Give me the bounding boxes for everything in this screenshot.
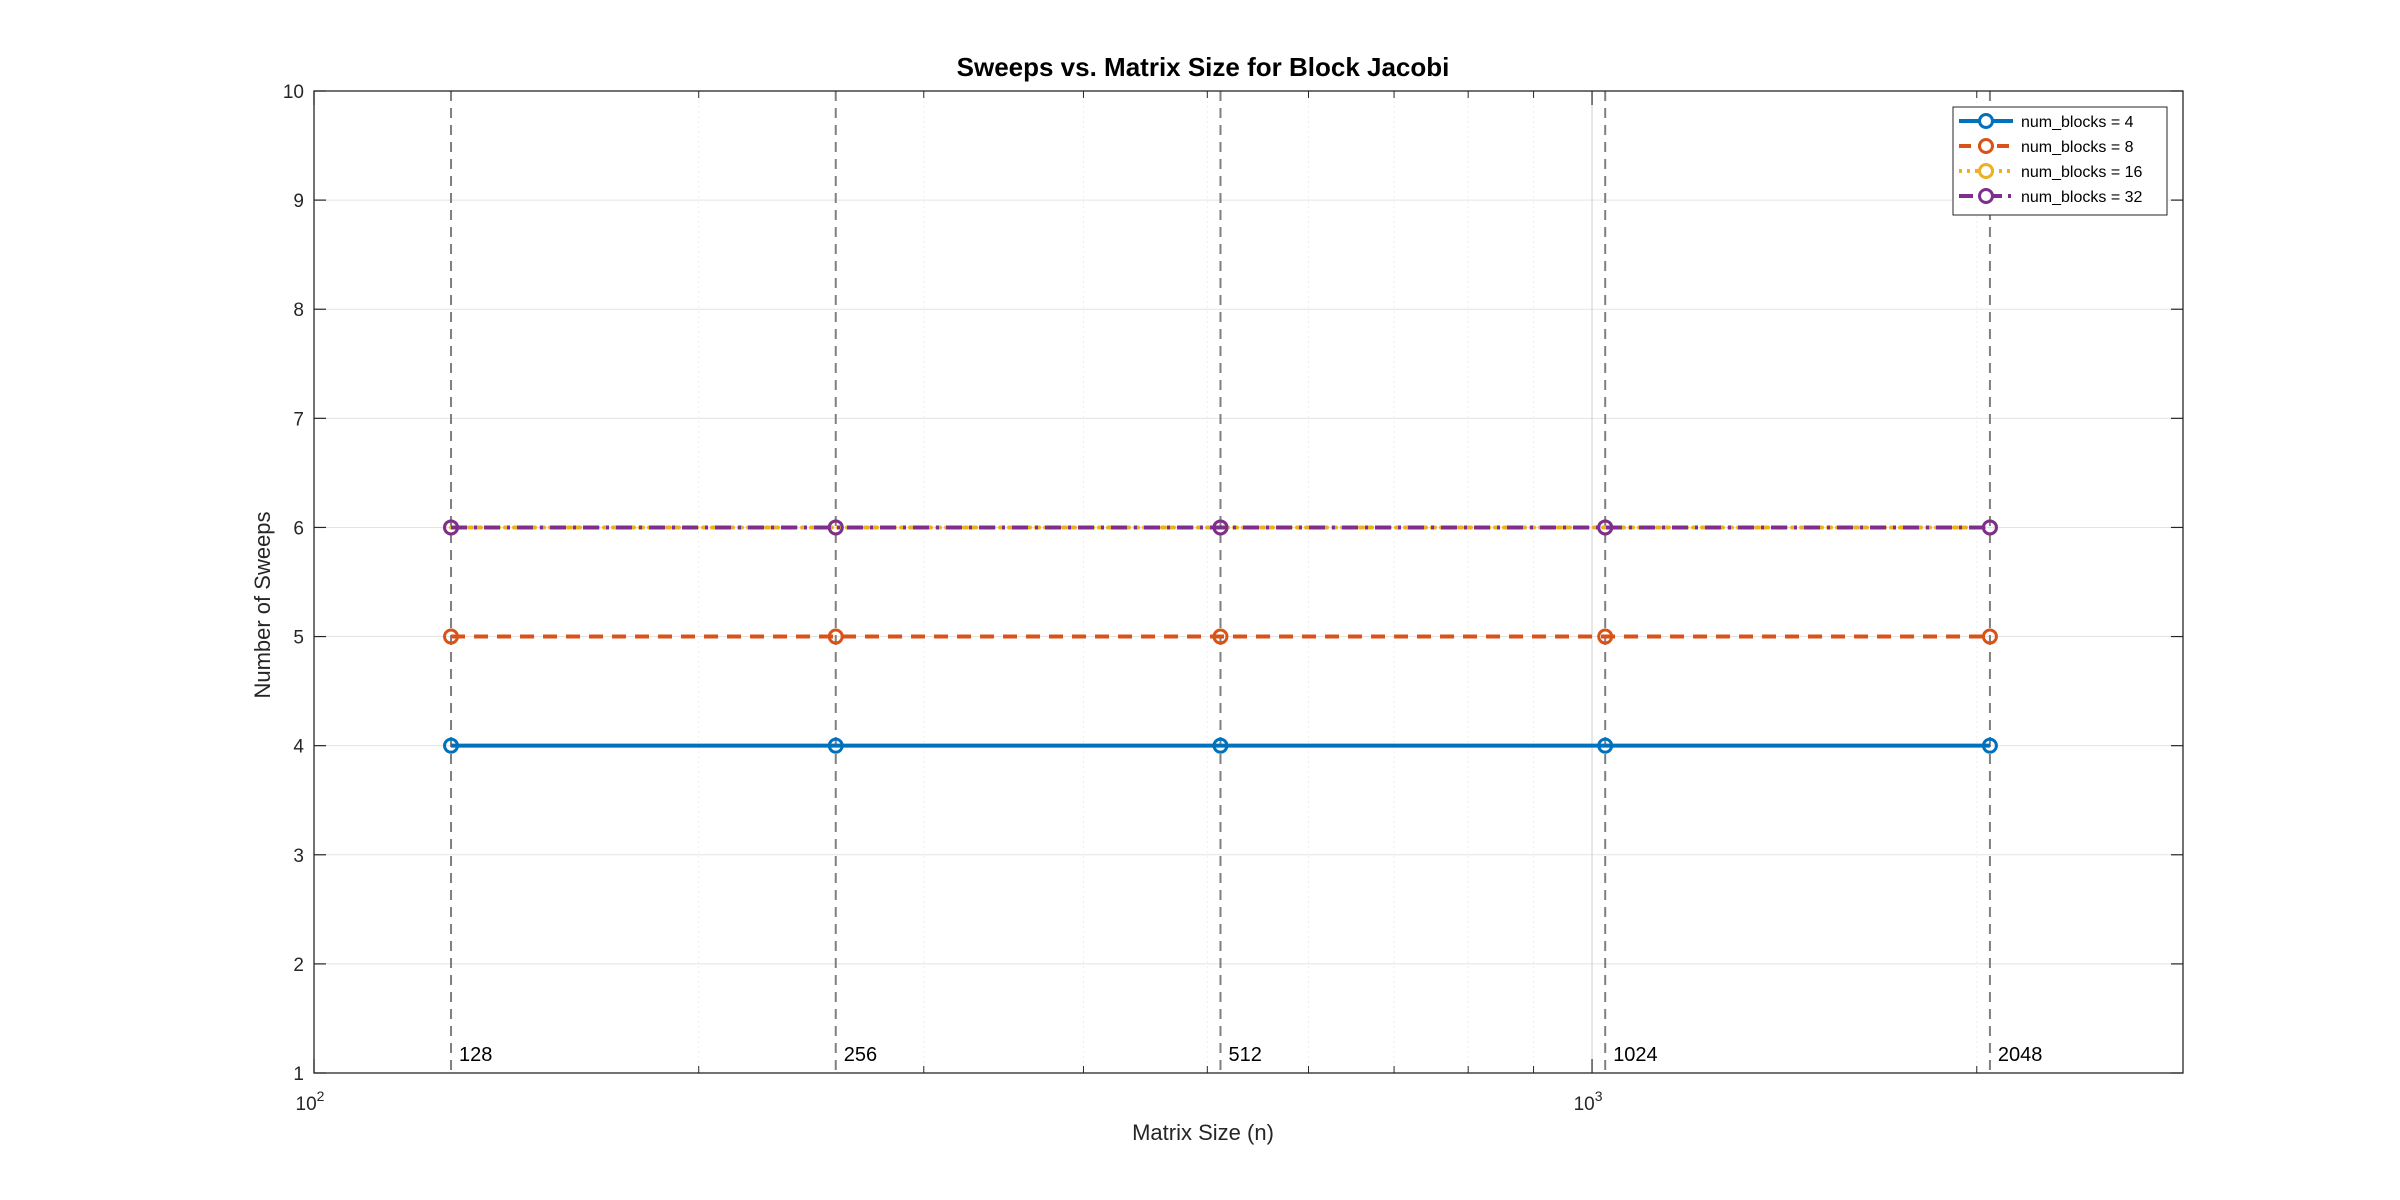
annotation-label-1024: 1024 <box>1613 1044 1658 1066</box>
y-tick-label: 8 <box>293 300 304 321</box>
data-point <box>1212 628 1229 645</box>
annotation-label-512: 512 <box>1228 1044 1261 1066</box>
y-axis-label: Number of Sweeps <box>250 511 275 698</box>
chart-title: Sweeps vs. Matrix Size for Block Jacobi <box>957 52 1450 82</box>
y-tick-label: 10 <box>283 82 304 103</box>
series-2 <box>443 628 1998 645</box>
y-tick-label: 5 <box>293 628 304 649</box>
x-tick-label: 102 <box>296 1088 325 1115</box>
y-tick-label: 1 <box>293 1064 304 1085</box>
data-point <box>1212 737 1229 754</box>
data-point <box>443 737 460 754</box>
data-point <box>443 628 460 645</box>
legend-marker-4 <box>1978 188 1994 204</box>
vertical-reference-lines: 128 256 512 1024 2048 <box>450 91 2043 1073</box>
data-point <box>827 628 844 645</box>
y-tick-label: 6 <box>293 518 304 539</box>
y-tick-label: 3 <box>293 846 304 867</box>
data-point <box>1212 519 1229 536</box>
legend-entry-4: num_blocks = 32 <box>2021 189 2143 206</box>
data-point <box>1981 737 1998 754</box>
plot-area-frame <box>313 90 2184 1074</box>
data-point <box>1981 519 1998 536</box>
data-point <box>827 737 844 754</box>
legend-marker-1 <box>1978 113 1994 129</box>
data-point <box>827 519 844 536</box>
x-tick-label: 103 <box>1574 1088 1603 1115</box>
legend-entry-1: num_blocks = 4 <box>2021 114 2134 131</box>
y-tick-label: 7 <box>293 409 304 430</box>
y-tick-label: 9 <box>293 191 304 212</box>
data-point <box>1597 628 1614 645</box>
data-point <box>1597 737 1614 754</box>
legend-entry-2: num_blocks = 8 <box>2021 139 2134 156</box>
grid <box>313 90 2183 1074</box>
annotation-label-2048: 2048 <box>1998 1044 2043 1066</box>
annotation-label-128: 128 <box>459 1044 492 1066</box>
data-point <box>1597 519 1614 536</box>
annotation-label-256: 256 <box>844 1044 877 1066</box>
y-tick-label: 2 <box>293 955 304 976</box>
x-axis-label: Matrix Size (n) <box>1132 1120 1274 1145</box>
y-tick-label: 4 <box>293 737 304 758</box>
series-group <box>443 519 1998 754</box>
legend-entry-3: num_blocks = 16 <box>2021 164 2143 181</box>
legend: num_blocks = 4 num_blocks = 8 num_blocks =… <box>1952 106 2168 216</box>
data-point <box>1981 628 1998 645</box>
series-4 <box>443 519 1998 536</box>
axis-ticks: 1 2 3 4 5 6 7 8 9 10 102 103 <box>283 82 2183 1115</box>
data-point <box>443 519 460 536</box>
series-1 <box>443 737 1998 754</box>
legend-marker-2 <box>1978 138 1994 154</box>
legend-marker-3 <box>1978 163 1994 179</box>
